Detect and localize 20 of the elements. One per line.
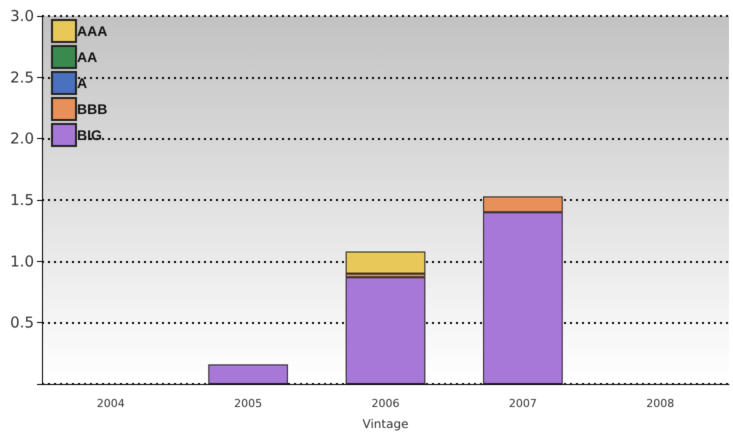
y-tick-label: 1.5 — [10, 191, 34, 209]
legend-label: A — [77, 75, 88, 91]
x-tick-label: 2004 — [96, 397, 125, 410]
x-tick-label: 2006 — [372, 397, 400, 410]
y-tick-label: 2.0 — [10, 130, 34, 148]
x-tick-label: 2005 — [234, 397, 262, 410]
bar — [208, 364, 288, 384]
y-tick-label: 1.0 — [10, 252, 34, 270]
bar — [346, 252, 426, 274]
x-tick-label: 2008 — [646, 397, 674, 410]
x-axis-title: Vintage — [362, 417, 408, 431]
legend-label: AAA — [77, 23, 108, 39]
legend-label: AA — [77, 49, 98, 65]
legend-label: BIG — [77, 127, 102, 143]
bar — [346, 277, 426, 384]
y-tick-label: 0.5 — [10, 314, 34, 332]
y-tick-label: 3.0 — [10, 7, 34, 25]
y-tick-label: 2.5 — [10, 68, 34, 86]
x-tick-label: 2007 — [508, 397, 537, 410]
legend-label: BBB — [77, 101, 108, 117]
